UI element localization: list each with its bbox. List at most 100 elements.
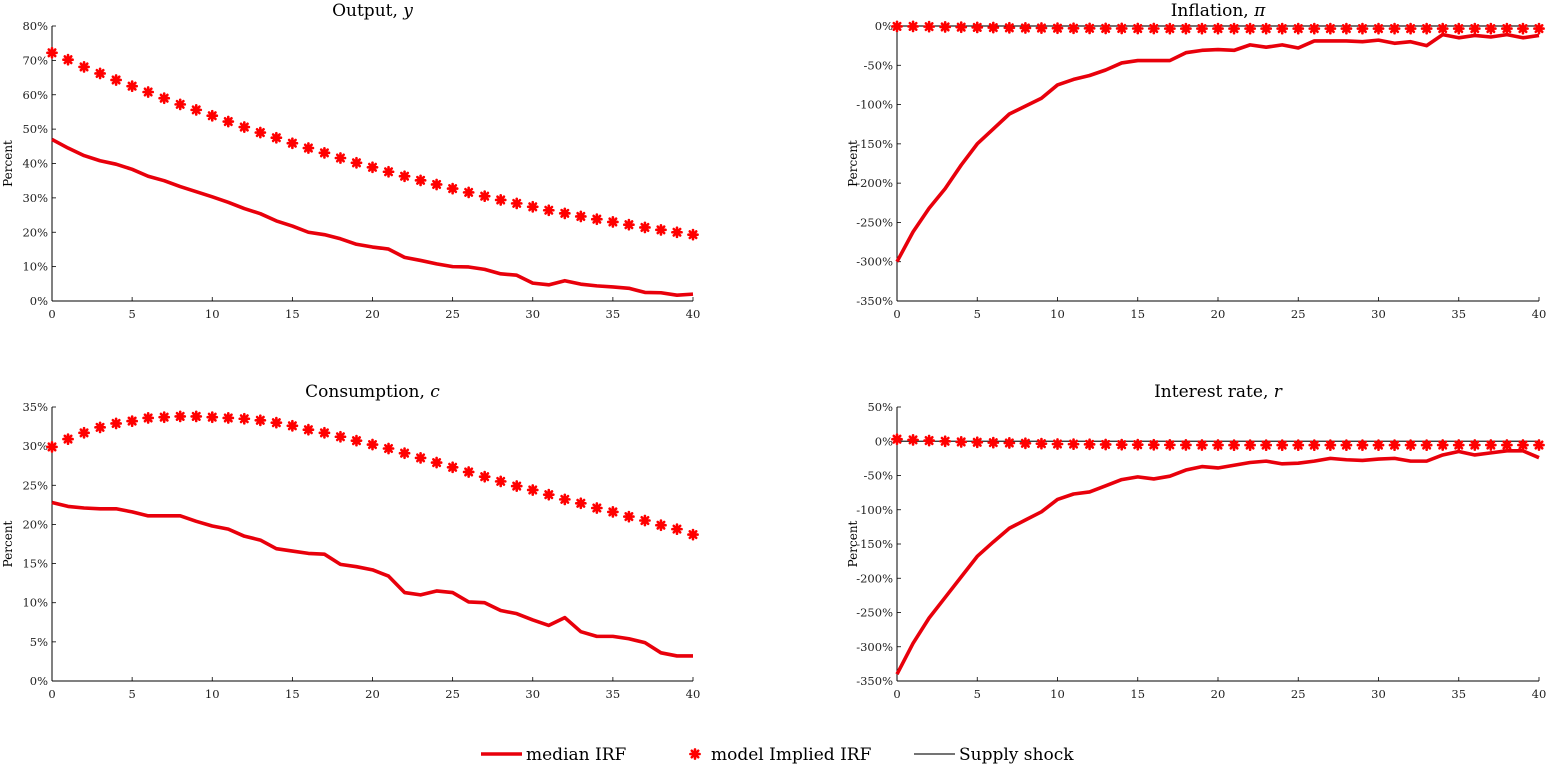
y-tick-label: -200%: [856, 176, 893, 190]
series-median-irf-line: [895, 32, 1540, 263]
y-tick-label: -300%: [856, 255, 893, 269]
chart-title: Consumption, c: [305, 382, 440, 402]
model-irf-point: [1292, 439, 1305, 451]
x-tick-label: 0: [48, 307, 55, 321]
x-tick-label: 5: [974, 687, 981, 701]
x-tick-label: 40: [686, 687, 701, 701]
y-tick-label: -200%: [856, 571, 893, 585]
model-irf-point: [110, 417, 122, 430]
y-tick-label: 10%: [22, 596, 48, 610]
y-tick-label: -300%: [856, 640, 893, 654]
y-tick-label: 30%: [22, 439, 48, 453]
y-tick-label: 25%: [22, 478, 48, 492]
model-irf-point: [1308, 22, 1321, 35]
model-irf-point: [430, 178, 443, 191]
model-irf-point: [1212, 439, 1224, 451]
model-irf-point: [382, 165, 395, 178]
model-irf-point: [286, 419, 299, 432]
model-irf-point: [1356, 22, 1369, 35]
model-irf-point: [414, 451, 427, 464]
model-irf-point: [1083, 438, 1096, 451]
model-irf-point: [366, 161, 379, 174]
model-irf-point: [1228, 22, 1240, 35]
model-irf-point: [1517, 22, 1529, 35]
model-irf-point: [1324, 439, 1337, 451]
model-irf-point: [1420, 22, 1433, 35]
y-tick-label: 5%: [30, 635, 48, 649]
x-tick-label: 25: [445, 687, 460, 701]
model-irf-point: [1404, 439, 1417, 451]
y-tick-label: 50%: [867, 400, 893, 414]
model-irf-point: [462, 466, 475, 478]
model-irf-point: [655, 223, 667, 236]
x-tick-label: 30: [1371, 687, 1386, 701]
model-irf-point: [687, 528, 699, 541]
x-tick-label: 10: [1050, 307, 1065, 321]
model-irf-point: [1388, 439, 1401, 451]
model-irf-point: [971, 436, 984, 449]
model-irf-point: [1196, 439, 1208, 451]
x-tick-label: 10: [205, 687, 220, 701]
y-tick-label: 50%: [22, 122, 48, 136]
model-irf-point: [494, 194, 507, 206]
model-irf-point: [78, 426, 90, 439]
series-median-irf-line: [51, 500, 693, 658]
model-irf-point: [510, 480, 523, 492]
model-irf-point: [1035, 437, 1048, 450]
model-irf-point: [1019, 437, 1032, 450]
model-irf-point: [142, 412, 155, 424]
model-irf-point: [366, 438, 379, 451]
model-irf-point: [1115, 22, 1128, 35]
model-irf-point: [1099, 438, 1112, 451]
model-irf-point: [254, 126, 267, 139]
model-irf-point: [158, 411, 171, 424]
model-irf-point: [222, 115, 235, 128]
y-tick-label: -150%: [856, 137, 893, 151]
y-tick-label: 0%: [30, 674, 48, 688]
model-irf-point: [78, 61, 90, 73]
model-irf-point: [1468, 439, 1481, 451]
model-irf-point: [1147, 22, 1160, 35]
model-irf-point: [1163, 22, 1176, 35]
model-irf-point: [1452, 22, 1465, 35]
x-tick-label: 25: [1291, 687, 1306, 701]
model-irf-point: [1051, 438, 1064, 450]
x-tick-label: 10: [205, 307, 220, 321]
model-irf-point: [478, 190, 491, 203]
y-tick-label: -150%: [856, 537, 893, 551]
model-irf-point: [1452, 439, 1465, 451]
x-tick-label: 0: [893, 687, 900, 701]
y-tick-label: 15%: [22, 557, 48, 571]
y-tick-label: -250%: [856, 215, 893, 229]
model-irf-point: [1356, 439, 1369, 451]
model-irf-point: [46, 46, 58, 59]
x-tick-label: 5: [974, 307, 981, 321]
legend-supply-label: Supply shock: [959, 745, 1074, 765]
model-irf-point: [174, 410, 187, 423]
model-irf-point: [190, 410, 203, 423]
x-tick-label: 25: [445, 307, 460, 321]
y-tick-label: 0%: [30, 294, 48, 308]
x-tick-label: 35: [606, 687, 621, 701]
model-irf-point: [334, 430, 347, 443]
legend-median-label: median IRF: [526, 745, 627, 765]
chart-panel-1: 0% 10% 20% 30% 40% 50% 60% 70% 80% 0 5 10 15 20 25 30 35…: [1, 1, 700, 321]
model-irf-point: [1163, 438, 1176, 451]
model-irf-point: [1131, 438, 1144, 451]
model-irf-point: [350, 156, 363, 169]
model-irf-point: [1388, 22, 1401, 35]
model-irf-point: [623, 510, 635, 523]
model-irf-point: [62, 433, 74, 445]
model-irf-point: [206, 109, 219, 122]
model-irf-point: [1372, 22, 1385, 35]
model-irf-point: [907, 433, 919, 446]
model-irf-point: [1517, 439, 1529, 451]
model-irf-point: [1051, 22, 1064, 35]
y-tick-label: -50%: [864, 469, 894, 483]
model-irf-point: [1292, 22, 1305, 35]
model-irf-point: [955, 436, 968, 448]
series-median-irf-line: [51, 137, 694, 297]
y-tick-label: 0%: [875, 434, 893, 448]
model-irf-point: [1099, 22, 1112, 35]
